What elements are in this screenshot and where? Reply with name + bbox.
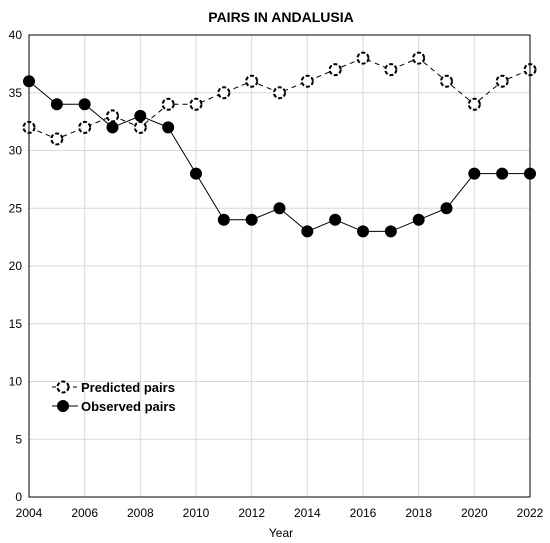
x-tick-label: 2016: [350, 506, 377, 520]
legend-marker: [57, 400, 69, 412]
data-point: [496, 167, 509, 180]
x-tick-label: 2008: [127, 506, 154, 520]
data-point: [50, 98, 63, 111]
data-point: [468, 167, 481, 180]
y-tick-label: 15: [9, 317, 23, 331]
x-tick-label: 2020: [461, 506, 488, 520]
series-layer: [22, 51, 537, 238]
tick-labels: 2004 2006 2008 2010 2012 2014 2016 2018 2020 2022…: [9, 28, 544, 520]
data-point: [161, 97, 175, 111]
data-point: [217, 213, 230, 226]
legend-item: Observed pairs: [52, 399, 176, 414]
legend-label: Observed pairs: [81, 399, 176, 414]
y-tick-label: 20: [9, 259, 23, 273]
data-point: [467, 97, 481, 111]
data-point: [356, 51, 370, 65]
x-tick-label: 2012: [238, 506, 265, 520]
y-tick-label: 35: [9, 86, 23, 100]
y-tick-label: 10: [9, 375, 23, 389]
grid: [29, 35, 530, 497]
series-predicted: [22, 51, 537, 146]
data-point: [245, 213, 258, 226]
data-point: [301, 225, 314, 238]
data-point: [384, 63, 398, 77]
data-point: [412, 213, 425, 226]
data-point: [273, 86, 286, 100]
data-point: [78, 98, 91, 111]
data-point: [300, 74, 314, 88]
y-tick-label: 40: [9, 28, 23, 42]
y-tick-label: 25: [9, 201, 23, 215]
plot-frame: [28, 34, 531, 498]
y-tick-label: 0: [15, 490, 22, 504]
data-point: [162, 121, 175, 134]
x-tick-label: 2022: [517, 506, 544, 520]
data-point: [357, 225, 369, 238]
data-point: [495, 74, 509, 88]
series-observed: [23, 75, 536, 238]
data-point: [440, 74, 453, 88]
data-point: [412, 51, 426, 65]
x-tick-label: 2010: [183, 506, 210, 520]
data-point: [133, 120, 147, 134]
data-point: [328, 63, 342, 77]
x-tick-label: 2004: [16, 506, 43, 520]
x-tick-label: 2006: [71, 506, 98, 520]
data-point: [440, 202, 453, 215]
y-tick-label: 5: [15, 432, 22, 446]
data-point: [384, 225, 397, 238]
chart-title: PAIRS IN ANDALUSIA: [208, 9, 353, 25]
data-point: [273, 202, 286, 215]
data-point: [106, 109, 119, 123]
legend-marker: [56, 380, 70, 394]
legend-item: Predicted pairs: [52, 380, 175, 395]
legend-label: Predicted pairs: [81, 380, 175, 395]
data-point: [189, 97, 203, 111]
data-point: [329, 213, 342, 226]
data-point: [50, 132, 64, 146]
x-tick-label: 2018: [405, 506, 432, 520]
legend: Predicted pairs Observed pairs: [52, 380, 176, 414]
x-tick-label: 2014: [294, 506, 321, 520]
data-point: [78, 120, 92, 134]
data-point: [190, 167, 202, 180]
y-tick-label: 30: [9, 144, 23, 158]
x-axis-label: Year: [269, 526, 293, 540]
data-point: [245, 74, 259, 88]
data-point: [134, 109, 147, 122]
data-point: [217, 86, 231, 100]
data-point: [106, 121, 119, 134]
